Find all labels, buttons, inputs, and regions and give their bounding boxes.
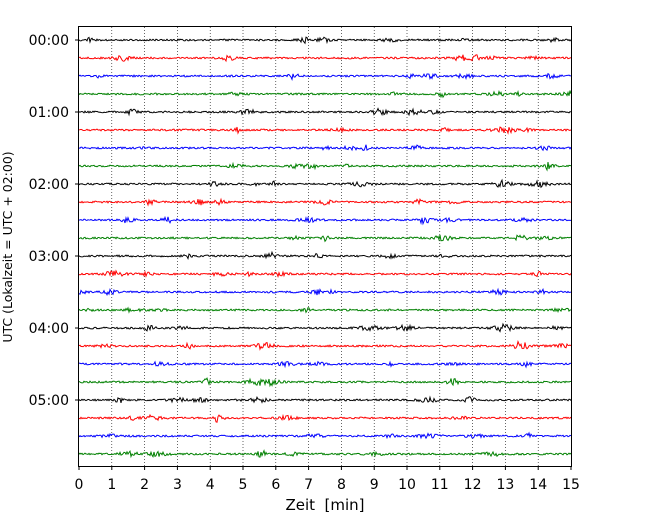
trace-0545 <box>78 449 572 459</box>
trace-0315 <box>78 269 572 278</box>
plot-frame <box>78 26 572 467</box>
x-axis-label: Zeit [min] <box>285 496 364 514</box>
x-tick-label: 6 <box>271 477 280 493</box>
trace-0215 <box>78 197 572 207</box>
trace-0045 <box>78 89 572 99</box>
trace-0345 <box>78 306 572 314</box>
y-tick-label: 02:00 <box>29 177 69 193</box>
x-tick-label: 15 <box>562 477 580 493</box>
trace-0430 <box>78 360 572 369</box>
x-tick-label: 14 <box>529 477 547 493</box>
y-tick-label: 00:00 <box>29 33 69 49</box>
y-tick-label: 01:00 <box>29 105 69 121</box>
x-tick-label: 9 <box>370 477 379 493</box>
trace-0245 <box>78 234 572 243</box>
x-tick-label: 13 <box>496 477 514 493</box>
trace-0400 <box>78 322 572 333</box>
x-tick-label: 0 <box>75 477 84 493</box>
y-axis-ticks: 00:00 01:00 02:00 03:00 04:00 05:00 <box>29 33 79 409</box>
grid-lines <box>111 27 539 466</box>
trace-0500 <box>78 395 572 404</box>
trace-0330 <box>78 287 572 296</box>
x-tick-label: 1 <box>107 477 116 493</box>
x-tick-label: 7 <box>304 477 313 493</box>
trace-0200 <box>78 178 572 189</box>
trace-0030 <box>78 72 572 82</box>
x-tick-label: 2 <box>140 477 149 493</box>
trace-0130 <box>78 144 572 152</box>
x-tick-label: 3 <box>173 477 182 493</box>
y-tick-label: 05:00 <box>29 393 69 409</box>
trace-0415 <box>78 340 572 351</box>
y-axis-label: UTC (Lokalzeit = UTC + 02:00) <box>0 151 15 342</box>
trace-0515 <box>78 413 572 423</box>
trace-0115 <box>78 126 572 135</box>
trace-lines <box>78 36 572 459</box>
x-tick-label: 4 <box>206 477 215 493</box>
trace-0445 <box>78 377 572 388</box>
y-tick-label: 03:00 <box>29 249 69 265</box>
trace-0000 <box>78 36 572 45</box>
x-axis-ticks: 0 1 2 3 4 5 6 7 8 9 10 11 12 13 14 15 <box>75 466 580 493</box>
x-tick-label: 8 <box>337 477 346 493</box>
x-tick-label: 10 <box>398 477 416 493</box>
trace-0015 <box>78 54 572 63</box>
trace-0300 <box>78 250 572 261</box>
y-tick-label: 04:00 <box>29 321 69 337</box>
trace-0230 <box>78 215 572 226</box>
x-tick-label: 11 <box>431 477 449 493</box>
trace-0100 <box>78 107 572 117</box>
x-tick-label: 12 <box>464 477 482 493</box>
trace-0530 <box>78 431 572 440</box>
trace-0145 <box>78 161 572 172</box>
x-tick-label: 5 <box>239 477 248 493</box>
